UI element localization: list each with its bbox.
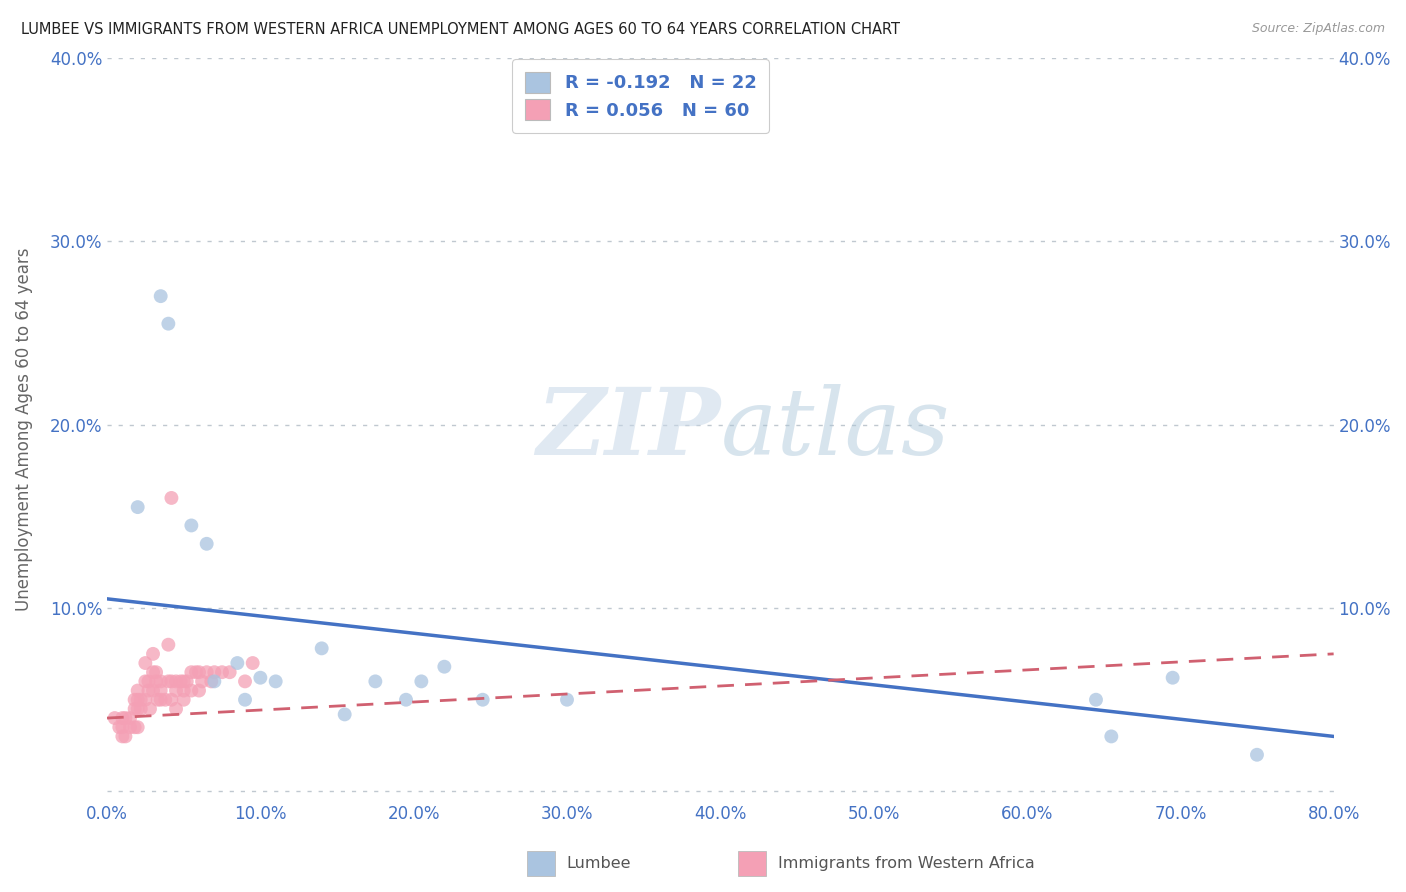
Point: [142, 665, 165, 680]
Point: [411, 674, 433, 689]
Point: [176, 674, 198, 689]
Point: [555, 692, 578, 706]
Text: Lumbee: Lumbee: [567, 856, 631, 871]
Point: [134, 674, 156, 689]
Point: [124, 692, 146, 706]
Point: [127, 500, 149, 515]
Point: [169, 674, 191, 689]
Point: [142, 683, 165, 698]
Point: [134, 692, 156, 706]
Text: LUMBEE VS IMMIGRANTS FROM WESTERN AFRICA UNEMPLOYMENT AMONG AGES 60 TO 64 YEARS : LUMBEE VS IMMIGRANTS FROM WESTERN AFRICA…: [21, 22, 900, 37]
Point: [108, 720, 131, 734]
Point: [138, 683, 160, 698]
Point: [146, 692, 169, 706]
Point: [264, 674, 287, 689]
Point: [138, 674, 160, 689]
Point: [134, 656, 156, 670]
Point: [118, 711, 141, 725]
Point: [218, 665, 240, 680]
Point: [114, 730, 136, 744]
Point: [149, 674, 172, 689]
Point: [165, 683, 187, 698]
Point: [364, 674, 387, 689]
Point: [114, 711, 136, 725]
Point: [173, 683, 195, 698]
Point: [165, 674, 187, 689]
Point: [242, 656, 264, 670]
Point: [160, 692, 183, 706]
Point: [142, 647, 165, 661]
Point: [184, 665, 207, 680]
Point: [233, 692, 256, 706]
Point: [145, 665, 167, 680]
Point: [111, 730, 134, 744]
Legend: R = -0.192   N = 22, R = 0.056   N = 60: R = -0.192 N = 22, R = 0.056 N = 60: [512, 59, 769, 133]
Point: [311, 641, 333, 656]
Point: [195, 537, 218, 551]
Point: [127, 720, 149, 734]
Point: [333, 707, 356, 722]
Text: Immigrants from Western Africa: Immigrants from Western Africa: [778, 856, 1035, 871]
Y-axis label: Unemployment Among Ages 60 to 64 years: Unemployment Among Ages 60 to 64 years: [15, 247, 32, 611]
Point: [1246, 747, 1268, 762]
Point: [149, 683, 172, 698]
Text: Source: ZipAtlas.com: Source: ZipAtlas.com: [1251, 22, 1385, 36]
Point: [124, 702, 146, 716]
Point: [157, 674, 180, 689]
Point: [202, 665, 225, 680]
Point: [129, 692, 152, 706]
Point: [200, 674, 222, 689]
Point: [127, 702, 149, 716]
Point: [471, 692, 494, 706]
Point: [129, 702, 152, 716]
Point: [202, 674, 225, 689]
Point: [127, 692, 149, 706]
Point: [433, 659, 456, 673]
Point: [111, 711, 134, 725]
Point: [149, 289, 172, 303]
Point: [157, 317, 180, 331]
Point: [226, 656, 249, 670]
Text: atlas: atlas: [720, 384, 950, 475]
Point: [1099, 730, 1122, 744]
Point: [124, 720, 146, 734]
Point: [180, 665, 202, 680]
Point: [127, 683, 149, 698]
Point: [233, 674, 256, 689]
Point: [149, 692, 172, 706]
Point: [118, 720, 141, 734]
Point: [104, 711, 127, 725]
Point: [188, 683, 211, 698]
Point: [180, 518, 202, 533]
Point: [145, 674, 167, 689]
Point: [111, 720, 134, 734]
Point: [191, 674, 214, 689]
Point: [160, 674, 183, 689]
Point: [195, 665, 218, 680]
Point: [1161, 671, 1184, 685]
Point: [1085, 692, 1108, 706]
Point: [188, 665, 211, 680]
Point: [249, 671, 271, 685]
Point: [180, 683, 202, 698]
Point: [155, 692, 177, 706]
Point: [395, 692, 418, 706]
Point: [211, 665, 233, 680]
Text: ZIP: ZIP: [536, 384, 720, 475]
Point: [139, 702, 162, 716]
Point: [173, 674, 195, 689]
Point: [157, 638, 180, 652]
Point: [160, 491, 183, 505]
Point: [173, 692, 195, 706]
Point: [165, 702, 187, 716]
